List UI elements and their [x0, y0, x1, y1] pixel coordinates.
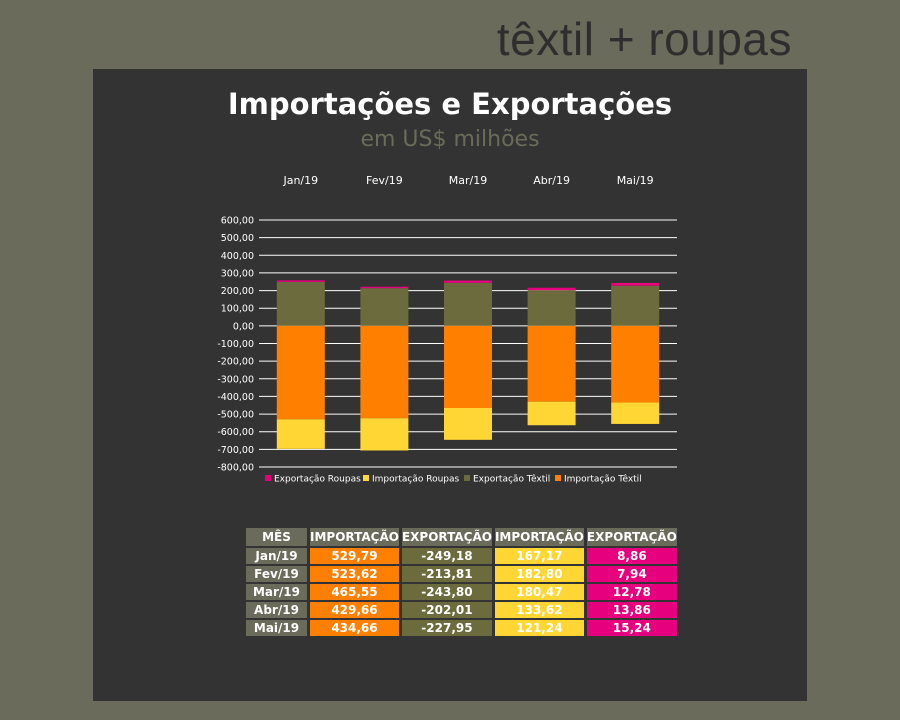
- cell-export-clothing: 7,94: [586, 566, 677, 582]
- month-label: Abr/19: [533, 174, 570, 187]
- bar-exportação-têxtil: [360, 288, 409, 326]
- y-tick-label: 200,00: [221, 286, 254, 297]
- header-import-clothing: IMPORTAÇÃO: [494, 528, 584, 546]
- cell-month: Fev/19: [246, 566, 307, 582]
- cell-export-textile: -249,18: [401, 548, 492, 564]
- legend-swatch: [363, 475, 369, 481]
- cell-export-textile: -243,80: [401, 584, 492, 600]
- cell-import-textile: 529,79: [310, 548, 399, 564]
- header-import-textile: IMPORTAÇÃO: [310, 528, 399, 546]
- y-tick-label: -100,00: [217, 339, 254, 350]
- cell-export-clothing: 8,86: [586, 548, 677, 564]
- table-row: Mai/19 434,66 -227,95 121,24 15,24: [246, 620, 677, 636]
- chart-panel: Importações e Exportações em US$ milhões…: [93, 69, 807, 701]
- table-row: Abr/19 429,66 -202,01 133,62 13,86: [246, 602, 677, 618]
- bar-importação-têxtil: [444, 325, 492, 408]
- bars: [276, 280, 660, 451]
- cell-import-clothing: 180,47: [494, 584, 584, 600]
- month-labels: Jan/19 Fev/19 Mar/19 Abr/19 Mai/19: [282, 174, 653, 187]
- cell-import-textile: 434,66: [310, 620, 399, 636]
- cell-month: Abr/19: [246, 602, 307, 618]
- legend-swatch: [555, 475, 561, 481]
- bar-importação-roupas: [444, 407, 492, 440]
- bar-importação-roupas: [276, 419, 325, 449]
- legend-label: Exportação Roupas: [274, 475, 361, 485]
- cell-month: Mar/19: [246, 584, 307, 600]
- y-tick-label: -500,00: [217, 410, 254, 421]
- legend-label: Importação Roupas: [372, 475, 460, 485]
- cell-export-clothing: 13,86: [586, 602, 677, 618]
- bar-importação-têxtil: [527, 325, 576, 402]
- stacked-bar-chart: 600,00 500,00 400,00 300,00 200,00 100,00 0,00…: [217, 174, 677, 485]
- table-row: Mar/19 465,55 -243,80 180,47 12,78: [246, 584, 677, 600]
- month-label: Fev/19: [366, 174, 403, 187]
- cell-export-textile: -213,81: [401, 566, 492, 582]
- y-tick-label: -400,00: [217, 392, 254, 403]
- month-label: Mar/19: [449, 174, 487, 187]
- cell-export-textile: -227,95: [401, 620, 492, 636]
- cell-month: Mai/19: [246, 620, 307, 636]
- month-label: Mai/19: [617, 174, 654, 187]
- legend-swatch: [464, 475, 470, 481]
- cell-month: Jan/19: [246, 548, 307, 564]
- cell-import-clothing: 167,17: [494, 548, 584, 564]
- legend: Exportação Roupas Importação Roupas Export…: [265, 474, 642, 485]
- y-tick-label: 0,00: [233, 321, 254, 332]
- cell-import-textile: 465,55: [310, 584, 399, 600]
- bar-importação-roupas: [527, 401, 576, 426]
- cell-import-textile: 429,66: [310, 602, 399, 618]
- header-export-textile: EXPORTAÇÃO: [401, 528, 492, 546]
- bar-importação-têxtil: [611, 325, 660, 403]
- bar-exportação-roupas: [611, 282, 660, 286]
- bar-exportação-têxtil: [276, 281, 325, 326]
- y-axis-ticks: 600,00 500,00 400,00 300,00 200,00 100,00 0,00…: [217, 216, 254, 474]
- y-tick-label: 400,00: [221, 251, 254, 262]
- bar-exportação-roupas: [360, 286, 409, 289]
- y-tick-label: 500,00: [221, 233, 254, 244]
- bar-exportação-têxtil: [527, 290, 576, 326]
- y-tick-label: 600,00: [221, 216, 254, 227]
- y-tick-label: -800,00: [217, 463, 254, 474]
- table-row: Fev/19 523,62 -213,81 182,80 7,94: [246, 566, 677, 582]
- bar-importação-têxtil: [360, 325, 409, 419]
- y-tick-label: 100,00: [221, 304, 254, 315]
- bar-exportação-roupas: [276, 280, 325, 282]
- bar-exportação-roupas: [444, 280, 492, 283]
- y-tick-label: -300,00: [217, 374, 254, 385]
- table-row: Jan/19 529,79 -249,18 167,17 8,86: [246, 548, 677, 564]
- bar-exportação-têxtil: [611, 285, 660, 326]
- cell-export-clothing: 12,78: [586, 584, 677, 600]
- legend-label: Importação Têxtil: [564, 474, 642, 485]
- cell-import-textile: 523,62: [310, 566, 399, 582]
- legend-label: Exportação Têxtil: [473, 474, 550, 485]
- y-tick-label: 300,00: [221, 268, 254, 279]
- legend-swatch: [265, 475, 271, 481]
- cell-export-textile: -202,01: [401, 602, 492, 618]
- chart-subtitle: em US$ milhões: [360, 127, 540, 152]
- y-tick-label: -200,00: [217, 357, 254, 368]
- header-export-clothing: EXPORTAÇÃO: [586, 528, 677, 546]
- table-header-row: MÊS IMPORTAÇÃO EXPORTAÇÃO IMPORTAÇÃO EXP…: [246, 528, 677, 546]
- bar-importação-roupas: [360, 418, 409, 451]
- header-month: MÊS: [246, 528, 307, 546]
- bar-importação-têxtil: [276, 325, 325, 420]
- brand-title: têxtil + roupas: [496, 13, 792, 65]
- cell-import-clothing: 182,80: [494, 566, 584, 582]
- cell-import-clothing: 133,62: [494, 602, 584, 618]
- chart-title: Importações e Exportações: [227, 87, 673, 121]
- cell-import-clothing: 121,24: [494, 620, 584, 636]
- bar-exportação-têxtil: [444, 282, 492, 326]
- bar-exportação-roupas: [527, 287, 576, 291]
- y-tick-label: -600,00: [217, 427, 254, 438]
- data-table: MÊS IMPORTAÇÃO EXPORTAÇÃO IMPORTAÇÃO EXP…: [243, 526, 680, 638]
- cell-export-clothing: 15,24: [586, 620, 677, 636]
- y-tick-label: -700,00: [217, 445, 254, 456]
- bar-importação-roupas: [611, 402, 660, 424]
- month-label: Jan/19: [282, 174, 318, 187]
